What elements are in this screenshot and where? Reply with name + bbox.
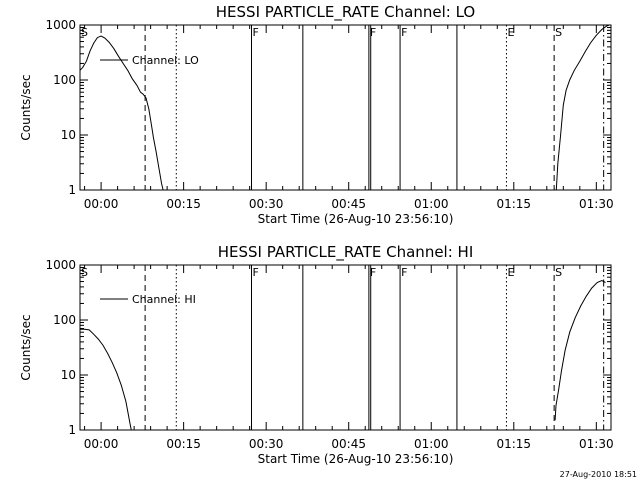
event-marker-label: F — [252, 26, 258, 39]
x-tick-label: 00:15 — [166, 197, 201, 211]
plot-frame — [79, 24, 612, 191]
x-axis-label: Start Time (26-Aug-10 23:56:10) — [258, 212, 454, 226]
series-line — [80, 35, 164, 190]
x-tick-label: 00:15 — [166, 437, 201, 451]
x-tick-label: 00:30 — [249, 437, 284, 451]
event-marker-label: F — [401, 26, 407, 39]
x-tick-label: 01:15 — [496, 197, 531, 211]
series-line — [80, 328, 132, 430]
event-marker-label: F — [370, 266, 376, 279]
x-tick-label: 00:30 — [249, 197, 284, 211]
event-marker-label: E — [507, 26, 514, 39]
event-marker-label: F — [401, 266, 407, 279]
chart-title: HESSI PARTICLE_RATE Channel: HI — [218, 243, 474, 262]
x-tick-label: 00:45 — [331, 197, 366, 211]
x-axis-label: Start Time (26-Aug-10 23:56:10) — [258, 452, 454, 466]
x-tick-label: 01:00 — [414, 437, 449, 451]
event-marker-label: S — [81, 266, 88, 279]
event-marker-label: F — [370, 26, 376, 39]
y-tick-label: 100 — [53, 313, 76, 327]
y-tick-label: 1 — [68, 183, 76, 197]
y-tick-label: 100 — [53, 73, 76, 87]
legend-label: Channel: HI — [132, 293, 196, 306]
x-tick-label: 00:00 — [84, 197, 119, 211]
panel-lo-plot: HESSI PARTICLE_RATE Channel: LO 1 10 100 100… — [19, 3, 614, 226]
series-line — [555, 25, 610, 190]
event-marker-label: S — [555, 26, 562, 39]
generation-timestamp: 27-Aug-2010 18:51 — [560, 470, 637, 479]
x-tick-label: 01:15 — [496, 437, 531, 451]
x-tick-label: 01:30 — [579, 437, 614, 451]
y-tick-label: 1000 — [45, 258, 76, 272]
chart-title: HESSI PARTICLE_RATE Channel: LO — [216, 3, 475, 22]
event-marker-label: S — [555, 266, 562, 279]
y-axis-label: Counts/sec — [19, 74, 33, 140]
x-tick-label: 01:00 — [414, 197, 449, 211]
x-tick-label: 00:00 — [84, 437, 119, 451]
legend-label: Channel: LO — [132, 54, 199, 67]
series-line — [554, 280, 606, 421]
y-tick-label: 10 — [61, 128, 76, 142]
x-tick-label: 01:30 — [579, 197, 614, 211]
event-marker-label: F — [252, 266, 258, 279]
plot-frame — [79, 264, 612, 431]
y-tick-label: 10 — [61, 368, 76, 382]
event-marker-label: E — [507, 266, 514, 279]
x-tick-label: 00:45 — [331, 437, 366, 451]
y-tick-label: 1 — [68, 423, 76, 437]
y-axis-label: Counts/sec — [19, 314, 33, 380]
panel-hi-plot: HESSI PARTICLE_RATE Channel: HI 1 10 100 100… — [19, 243, 614, 466]
event-marker-label: S — [81, 26, 88, 39]
plot-panels: HESSI PARTICLE_RATE Channel: LO110100100… — [19, 3, 614, 466]
y-tick-label: 1000 — [45, 18, 76, 32]
